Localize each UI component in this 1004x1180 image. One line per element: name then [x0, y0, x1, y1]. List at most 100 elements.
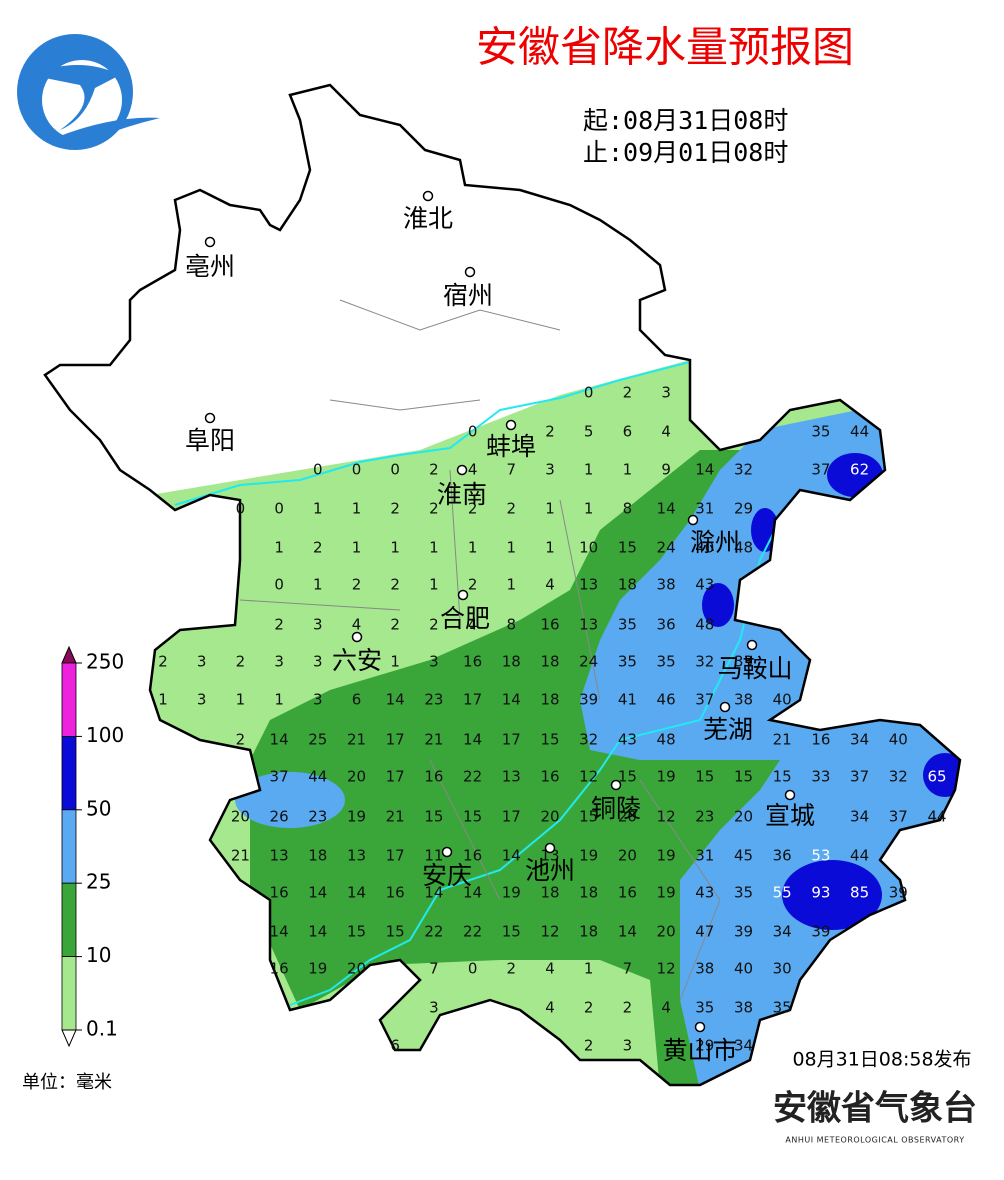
grid-value: 15 [579, 808, 598, 826]
grid-value: 3 [197, 653, 207, 671]
legend-label: 10 [86, 943, 111, 967]
grid-value: 2 [390, 576, 400, 594]
grid-value: 14 [347, 884, 366, 902]
grid-value: 25 [308, 731, 327, 749]
grid-value: 16 [270, 960, 289, 978]
grid-value: 1 [545, 539, 555, 557]
grid-value: 7 [507, 461, 517, 479]
grid-value: 3 [429, 653, 439, 671]
grid-value: 7 [623, 960, 633, 978]
legend-band [61, 809, 77, 884]
grid-value: 2 [236, 653, 246, 671]
grid-value: 2 [274, 616, 284, 634]
grid-value: 12 [657, 960, 676, 978]
grid-value: 1 [274, 691, 284, 709]
grid-value: 0 [390, 461, 400, 479]
grid-value: 1 [468, 539, 478, 557]
grid-value: 23 [424, 691, 443, 709]
grid-value: 34 [850, 731, 869, 749]
boundary [239, 299, 721, 1001]
grid-value: 3 [661, 384, 671, 402]
legend-label: 0.1 [86, 1017, 118, 1041]
grid-value: 2 [584, 1037, 594, 1055]
grid-value: 2 [623, 999, 633, 1017]
grid-value: 32 [579, 731, 598, 749]
grid-value: 22 [463, 923, 482, 941]
grid-value: 55 [773, 884, 792, 902]
grid-value: 4 [468, 461, 478, 479]
grid-value: 22 [463, 768, 482, 786]
grid-value: 19 [657, 768, 676, 786]
grid-value: 20 [347, 960, 366, 978]
grid-value: 13 [502, 768, 521, 786]
grid-value: 19 [347, 808, 366, 826]
grid-value: 32 [734, 461, 753, 479]
grid-value: 2 [390, 616, 400, 634]
grid-value: 20 [347, 768, 366, 786]
grid-value: 36 [773, 847, 792, 865]
grid-value: 0 [468, 423, 478, 441]
city-label: 淮南 [437, 480, 487, 509]
grid-value: 4 [661, 423, 671, 441]
grid-value: 3 [623, 1037, 633, 1055]
grid-value: 0 [274, 576, 284, 594]
legend-label: 100 [86, 723, 124, 747]
grid-value: 32 [889, 768, 908, 786]
city-marker [694, 1021, 706, 1033]
end-time: 止:09月01日08时 [583, 138, 788, 167]
logo-swoosh [50, 117, 160, 150]
grid-value: 48 [657, 731, 676, 749]
grid-value: 43 [695, 576, 714, 594]
grid-value: 1 [313, 500, 323, 518]
grid-value: 2 [390, 500, 400, 518]
grid-value: 1 [352, 539, 362, 557]
grid-value: 45 [734, 847, 753, 865]
start-time: 起:08月31日08时 [583, 106, 788, 135]
grid-value: 48 [734, 539, 753, 557]
grid-value: 1 [507, 539, 517, 557]
grid-value: 24 [579, 653, 598, 671]
grid-value: 4 [352, 616, 362, 634]
grid-value: 15 [734, 768, 753, 786]
grid-value: 17 [386, 731, 405, 749]
grid-value: 6 [390, 1037, 400, 1055]
grid-value: 4 [545, 960, 555, 978]
grid-value: 2 [429, 461, 439, 479]
grid-value: 16 [463, 847, 482, 865]
city-label: 铜陵 [591, 794, 641, 823]
grid-value: 14 [463, 731, 482, 749]
grid-value: 20 [231, 808, 250, 826]
grid-value: 31 [695, 500, 714, 518]
grid-value: 16 [386, 884, 405, 902]
city-marker [351, 631, 363, 643]
grid-value: 21 [773, 731, 792, 749]
grid-value: 30 [773, 960, 792, 978]
grid-value: 2 [429, 500, 439, 518]
grid-value: 15 [347, 923, 366, 941]
city-label: 黄山市 [662, 1036, 737, 1065]
grid-value: 15 [502, 923, 521, 941]
grid-value: 32 [695, 653, 714, 671]
grid-value: 1 [429, 576, 439, 594]
grid-value: 19 [657, 884, 676, 902]
grid-value: 14 [463, 884, 482, 902]
grid-value: 8 [623, 500, 633, 518]
grid-value: 18 [540, 691, 559, 709]
grid-value: 14 [270, 923, 289, 941]
area-blue [702, 583, 734, 627]
grid-value: 34 [850, 808, 869, 826]
grid-value: 1 [584, 461, 594, 479]
grid-value: 20 [618, 808, 637, 826]
city-label: 宿州 [443, 281, 493, 310]
grid-value: 21 [231, 847, 250, 865]
grid-value: 14 [657, 500, 676, 518]
grid-value: 65 [927, 768, 946, 786]
grid-value: 35 [773, 999, 792, 1017]
grid-value: 20 [540, 808, 559, 826]
grid-value: 40 [734, 960, 753, 978]
grid-value: 37 [889, 808, 908, 826]
grid-value: 9 [661, 461, 671, 479]
city-marker [505, 419, 517, 431]
grid-value: 38 [734, 691, 753, 709]
